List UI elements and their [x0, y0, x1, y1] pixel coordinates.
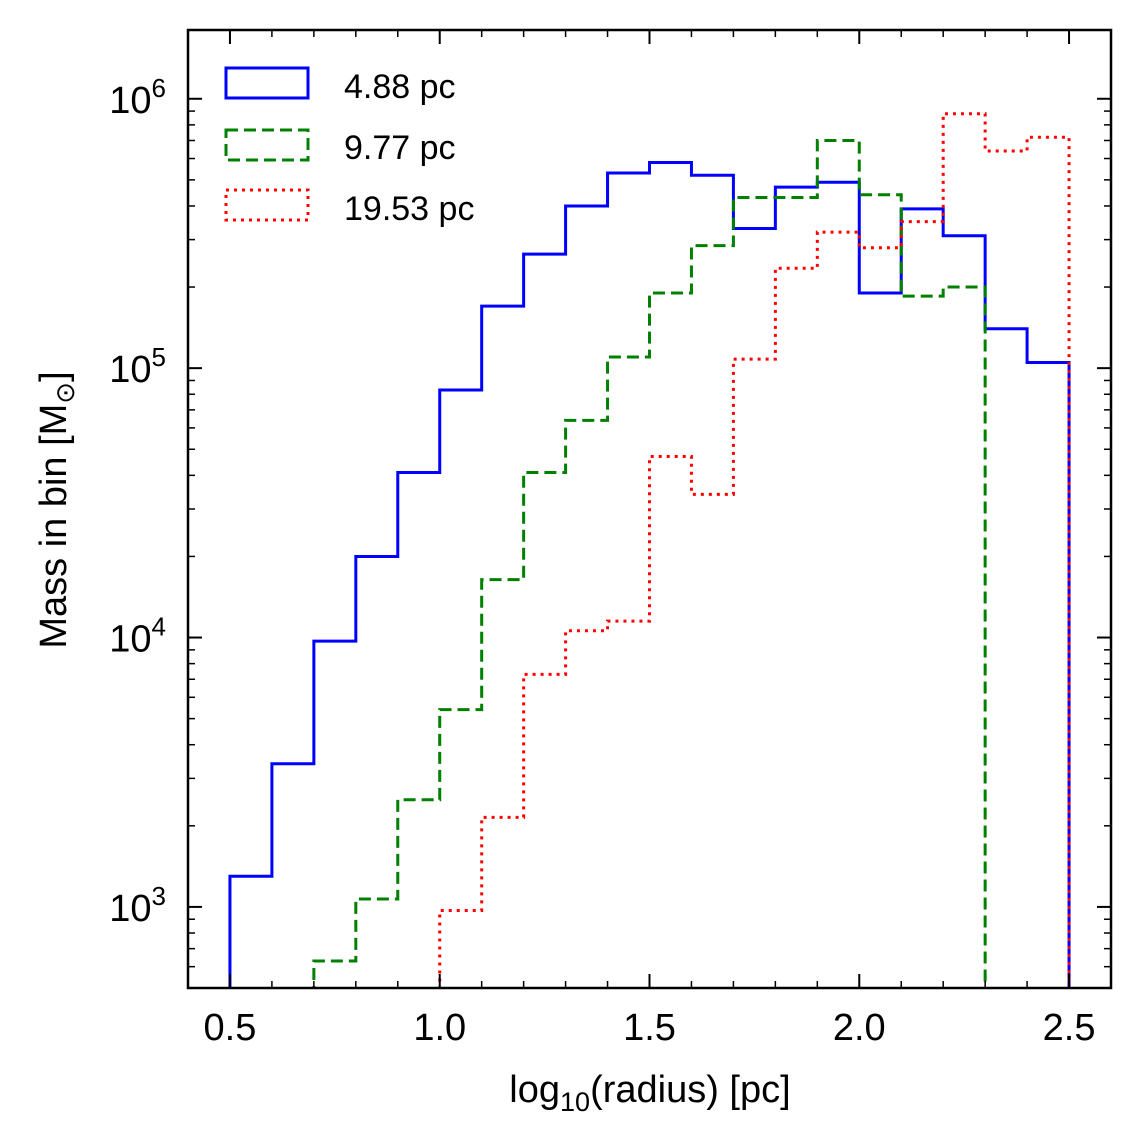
y-tick-label: 106 [109, 73, 166, 122]
series-layer [228, 112, 1071, 988]
x-tick-label: 1.5 [623, 1007, 676, 1049]
x-tick-label: 2.0 [833, 1007, 886, 1049]
y-tick-label: 104 [109, 612, 166, 661]
x-axis-label: log10(radius) [pc] [509, 1069, 790, 1117]
y-axis-label-suffix: ] [33, 371, 75, 382]
legend-swatch-2 [224, 188, 310, 222]
x-axis-label-suffix: (radius) [pc] [590, 1069, 791, 1111]
legend-label-1: 9.77 pc [344, 129, 456, 167]
x-tick-label: 1.0 [413, 1007, 466, 1049]
y-axis-label-subscript: ⊙ [50, 382, 80, 404]
x-axis-label-subscript: 10 [560, 1087, 590, 1117]
x-axis-label-prefix: log [509, 1069, 560, 1111]
y-tick-label: 105 [109, 342, 166, 391]
series-line-1 [312, 138, 987, 988]
y-axis-label: Mass in bin [M⊙] [33, 371, 80, 648]
plot-frame [186, 28, 1113, 990]
legend: 4.88 pc 9.77 pc 19.53 pc [224, 66, 474, 228]
tick-labels: 0.5 1.0 1.5 2.0 2.5 103 104 105 106 [109, 73, 1095, 1049]
legend-label-2: 19.53 pc [344, 190, 474, 228]
x-tick-label: 0.5 [204, 1007, 257, 1049]
legend-swatch-0 [224, 66, 310, 100]
y-axis-label-prefix: Mass in bin [M [33, 404, 75, 649]
x-tick-label: 2.5 [1043, 1007, 1096, 1049]
y-tick-label: 103 [109, 881, 166, 930]
legend-swatch-1 [224, 128, 310, 162]
legend-label-0: 4.88 pc [344, 68, 456, 106]
